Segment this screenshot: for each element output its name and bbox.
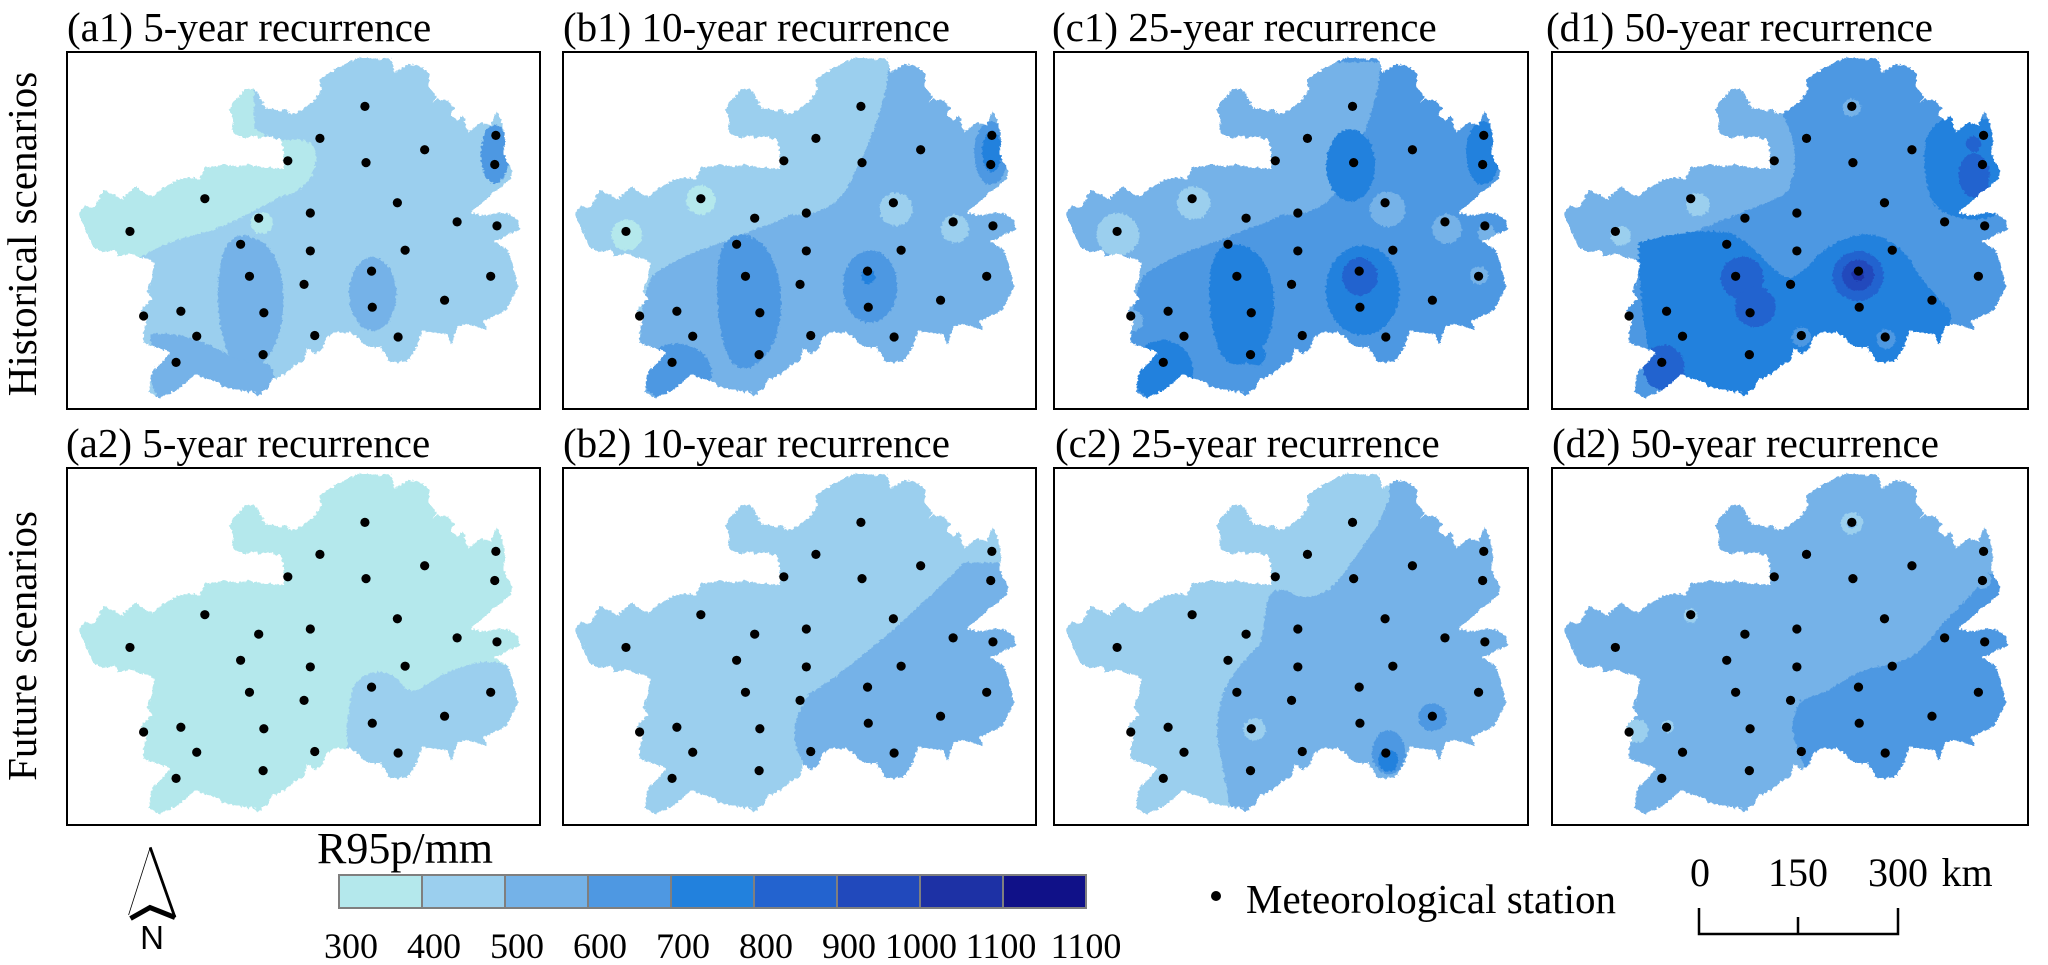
svg-text:Meteorological station: Meteorological station (1246, 876, 1616, 922)
svg-text:N: N (140, 919, 164, 956)
svg-text:900: 900 (822, 926, 876, 965)
svg-text:500: 500 (490, 926, 544, 965)
svg-text:0: 0 (1690, 850, 1710, 895)
svg-text:600: 600 (573, 926, 627, 965)
svg-text:1100: 1100 (1051, 926, 1122, 965)
svg-text:300: 300 (1868, 850, 1928, 895)
svg-text:800: 800 (739, 926, 793, 965)
svg-text:150: 150 (1768, 850, 1828, 895)
svg-text:1000: 1000 (885, 926, 957, 965)
svg-text:R95p/mm: R95p/mm (317, 826, 493, 873)
svg-text:700: 700 (656, 926, 710, 965)
svg-text:1100: 1100 (966, 926, 1037, 965)
svg-text:300: 300 (324, 926, 378, 965)
svg-text:400: 400 (407, 926, 461, 965)
svg-text:km: km (1941, 850, 1992, 895)
